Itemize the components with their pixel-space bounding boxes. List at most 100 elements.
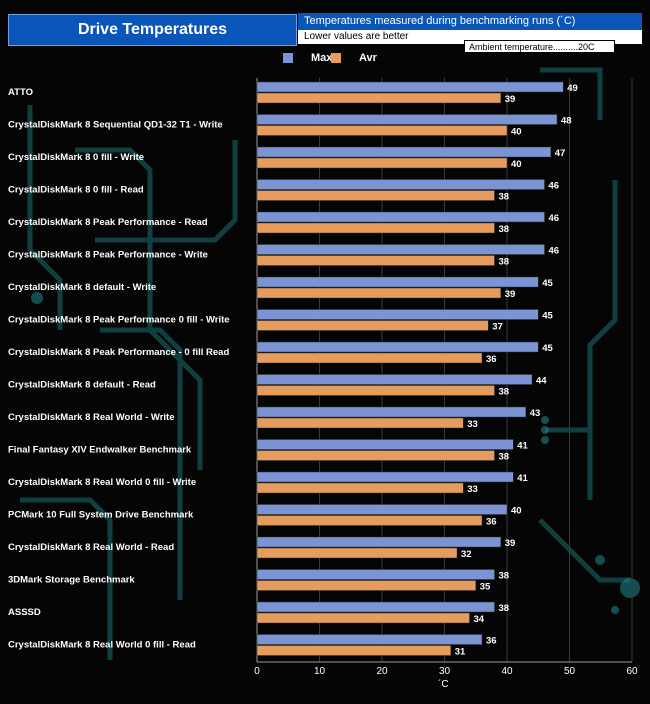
bar-max xyxy=(256,211,545,223)
bar-max xyxy=(256,341,539,353)
bar-avr xyxy=(256,580,476,591)
category-label: CrystalDiskMark 8 Real World 0 fill - Re… xyxy=(8,640,196,651)
bar-max xyxy=(256,634,483,645)
category-label: CrystalDiskMark 8 default - Write xyxy=(8,282,156,293)
category-label: ASSSD xyxy=(8,607,41,618)
data-label-avr: 31 xyxy=(455,647,466,658)
data-label-avr: 38 xyxy=(499,224,510,235)
x-tick-label: 60 xyxy=(626,666,638,677)
category-label: Final Fantasy XIV Endwalker Benchmark xyxy=(8,445,192,456)
data-label-avr: 38 xyxy=(499,192,510,203)
category-label: CrystalDiskMark 8 Peak Performance - 0 f… xyxy=(8,347,229,358)
data-label-max: 45 xyxy=(542,311,553,322)
data-label-avr: 36 xyxy=(486,354,497,365)
data-label-max: 43 xyxy=(530,408,541,419)
data-label-avr: 38 xyxy=(499,387,510,398)
x-tick-label: 10 xyxy=(314,666,326,677)
x-tick-label: 40 xyxy=(501,666,513,677)
data-label-max: 36 xyxy=(486,636,497,647)
category-label: CrystalDiskMark 8 Real World 0 fill - Wr… xyxy=(8,477,196,488)
bar-avr xyxy=(256,612,470,624)
category-label: CrystalDiskMark 8 Peak Performance 0 fil… xyxy=(8,315,230,326)
legend-avr-swatch xyxy=(331,53,341,64)
bar-avr xyxy=(256,547,458,559)
bar-max xyxy=(256,504,508,515)
data-label-max: 45 xyxy=(542,343,553,354)
data-label-max: 41 xyxy=(517,441,528,452)
bar-avr xyxy=(256,645,451,656)
bar-avr xyxy=(256,352,483,364)
category-label: CrystalDiskMark 8 Sequential QD1-32 T1 -… xyxy=(8,120,223,131)
bar-avr xyxy=(256,190,495,201)
legend-avr-label: Avr xyxy=(359,52,377,64)
bar-max xyxy=(256,81,564,93)
category-label: PCMark 10 Full System Drive Benchmark xyxy=(8,510,194,521)
bar-max xyxy=(256,471,514,483)
chart-title: Drive Temperatures xyxy=(8,14,297,46)
data-label-avr: 38 xyxy=(499,452,510,463)
data-label-max: 48 xyxy=(561,116,572,127)
bar-avr xyxy=(256,287,501,299)
bar-avr xyxy=(256,385,495,396)
chart-subtitle: Temperatures measured during benchmarkin… xyxy=(298,13,642,30)
data-label-max: 46 xyxy=(549,181,560,192)
bar-max xyxy=(256,244,545,255)
data-label-avr: 40 xyxy=(511,127,522,138)
bar-max xyxy=(256,309,539,320)
category-label: CrystalDiskMark 8 Peak Performance - Wri… xyxy=(8,250,208,261)
bar-max xyxy=(256,374,533,385)
bar-max xyxy=(256,601,495,613)
bar-max xyxy=(256,276,539,288)
ambient-temperature-note: Ambient temperature..........20C xyxy=(464,40,615,53)
bar-avr xyxy=(256,222,495,234)
data-label-avr: 40 xyxy=(511,159,522,170)
category-label: CrystalDiskMark 8 0 fill - Write xyxy=(8,152,144,163)
x-axis-title: ´C xyxy=(438,679,449,690)
data-label-avr: 39 xyxy=(505,289,516,300)
data-label-max: 38 xyxy=(499,603,510,614)
x-tick-label: 0 xyxy=(254,666,260,677)
data-label-avr: 37 xyxy=(492,322,503,333)
legend-max-swatch xyxy=(283,53,293,64)
data-label-max: 40 xyxy=(511,506,522,517)
bar-max xyxy=(256,406,526,418)
data-label-avr: 32 xyxy=(461,549,472,560)
bar-max xyxy=(256,439,514,450)
data-label-max: 39 xyxy=(505,538,516,549)
data-label-max: 44 xyxy=(536,376,547,387)
data-label-avr: 36 xyxy=(486,517,497,528)
bar-max xyxy=(256,114,558,125)
bar-max xyxy=(256,536,501,548)
bar-avr xyxy=(256,417,464,429)
category-label: 3DMark Storage Benchmark xyxy=(8,575,135,586)
data-label-max: 41 xyxy=(517,473,528,484)
data-label-max: 45 xyxy=(542,278,553,289)
legend-max: Max xyxy=(283,51,332,65)
data-label-max: 38 xyxy=(499,571,510,582)
legend-max-label: Max xyxy=(311,52,333,64)
bar-avr xyxy=(256,255,495,266)
bar-max xyxy=(256,179,545,190)
category-label: CrystalDiskMark 8 Real World - Write xyxy=(8,412,174,423)
bar-avr xyxy=(256,320,489,331)
data-label-avr: 33 xyxy=(467,419,478,430)
category-label: CrystalDiskMark 8 Peak Performance - Rea… xyxy=(8,217,208,228)
x-tick-label: 50 xyxy=(564,666,576,677)
data-label-avr: 38 xyxy=(499,257,510,268)
category-label: CrystalDiskMark 8 default - Read xyxy=(8,380,156,391)
bar-avr xyxy=(256,92,501,104)
x-tick-label: 30 xyxy=(439,666,451,677)
data-label-avr: 34 xyxy=(474,614,485,625)
bar-avr xyxy=(256,450,495,461)
bar-avr xyxy=(256,515,483,526)
bar-max xyxy=(256,569,495,580)
category-label: CrystalDiskMark 8 Real World - Read xyxy=(8,542,174,553)
category-label: CrystalDiskMark 8 0 fill - Read xyxy=(8,185,144,196)
x-tick-label: 20 xyxy=(376,666,388,677)
data-label-max: 46 xyxy=(549,213,560,224)
bar-max xyxy=(256,146,551,158)
bar-avr xyxy=(256,482,464,494)
data-label-avr: 39 xyxy=(505,94,516,105)
